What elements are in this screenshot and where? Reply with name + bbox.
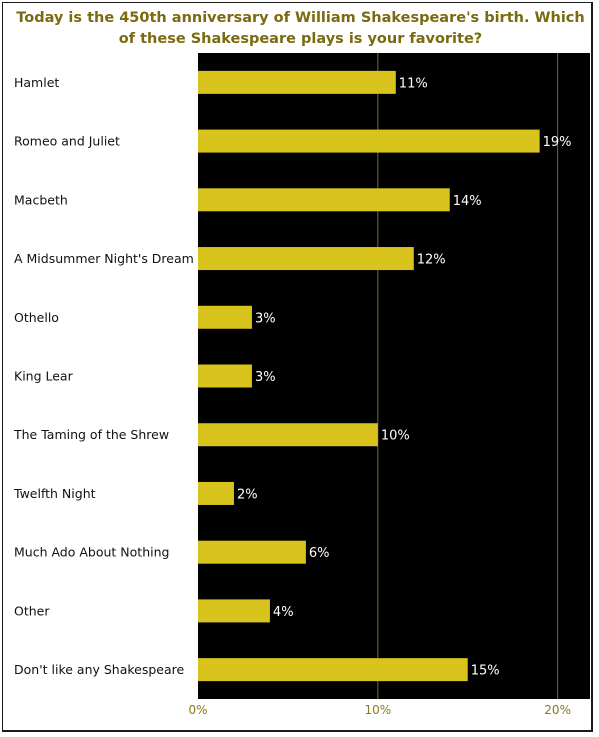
data-label: 3% [255,370,276,385]
category-label: Much Ado About Nothing [14,545,169,560]
gridlines [377,53,559,699]
plot-background [198,53,590,699]
data-label: 14% [453,194,482,209]
category-label: Othello [14,310,59,325]
data-label: 12% [417,253,446,268]
data-label: 6% [309,546,330,561]
category-label: Twelfth Night [13,486,96,501]
bar [198,247,414,271]
x-tick-label: 10% [364,703,391,717]
bar [198,305,252,329]
bar [198,599,270,623]
data-label: 19% [543,135,572,150]
data-label: 4% [273,605,294,620]
category-label: Hamlet [14,75,59,90]
category-label: Romeo and Juliet [14,134,120,149]
value-labels: 11% 19% 14% 12% 3% 3% 10% 2% 6% 4% 15% [237,76,572,678]
data-label: 15% [471,664,500,679]
x-tick-label: 20% [544,703,571,717]
bar [198,423,378,447]
bars [198,70,540,682]
data-label: 2% [237,487,258,502]
x-axis-ticks: 0% 10% 20% [188,703,570,717]
bar [198,658,468,682]
bar [198,70,396,94]
bar [198,481,234,505]
category-label: The Taming of the Shrew [13,427,169,442]
data-label: 10% [381,429,410,444]
bar [198,364,252,388]
category-label: A Midsummer Night's Dream [14,251,194,266]
category-labels: Hamlet Romeo and Juliet Macbeth A Midsummer… [13,75,194,677]
category-label: Don't like any Shakespeare [14,662,185,677]
category-label: Other [14,603,50,618]
data-label: 3% [255,311,276,326]
category-label: King Lear [14,369,74,384]
bar [198,188,450,212]
chart-title: Today is the 450th anniversary of Willia… [16,10,585,47]
category-label: Macbeth [14,192,68,207]
x-tick-label: 0% [188,703,207,717]
bar [198,540,306,564]
data-label: 11% [399,76,428,91]
bar [198,129,540,153]
